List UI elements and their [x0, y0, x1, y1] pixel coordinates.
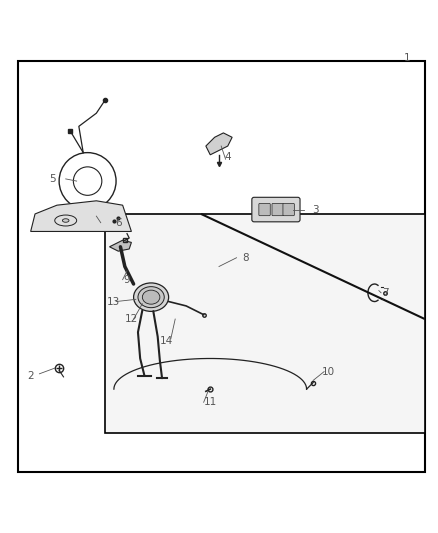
FancyBboxPatch shape [259, 204, 270, 216]
Text: 7: 7 [382, 288, 389, 298]
FancyBboxPatch shape [252, 197, 300, 222]
Ellipse shape [142, 290, 160, 304]
Ellipse shape [63, 219, 69, 222]
Text: 2: 2 [27, 371, 34, 381]
Text: 1: 1 [404, 53, 411, 63]
Text: 6: 6 [115, 217, 122, 228]
Text: 9: 9 [124, 274, 131, 285]
Bar [105, 214, 425, 433]
Polygon shape [110, 240, 131, 251]
Text: 13: 13 [107, 296, 120, 306]
Text: 12: 12 [125, 314, 138, 324]
Text: 14: 14 [160, 336, 173, 346]
Ellipse shape [138, 287, 164, 308]
Text: 8: 8 [242, 253, 249, 263]
Text: 3: 3 [312, 205, 319, 215]
FancyBboxPatch shape [272, 204, 283, 216]
Text: 4: 4 [224, 152, 231, 162]
Text: 5: 5 [49, 174, 56, 184]
Polygon shape [206, 133, 232, 155]
FancyBboxPatch shape [283, 204, 294, 216]
Text: 10: 10 [322, 367, 335, 377]
Polygon shape [31, 201, 131, 231]
Ellipse shape [134, 283, 169, 311]
Text: 11: 11 [204, 397, 217, 407]
